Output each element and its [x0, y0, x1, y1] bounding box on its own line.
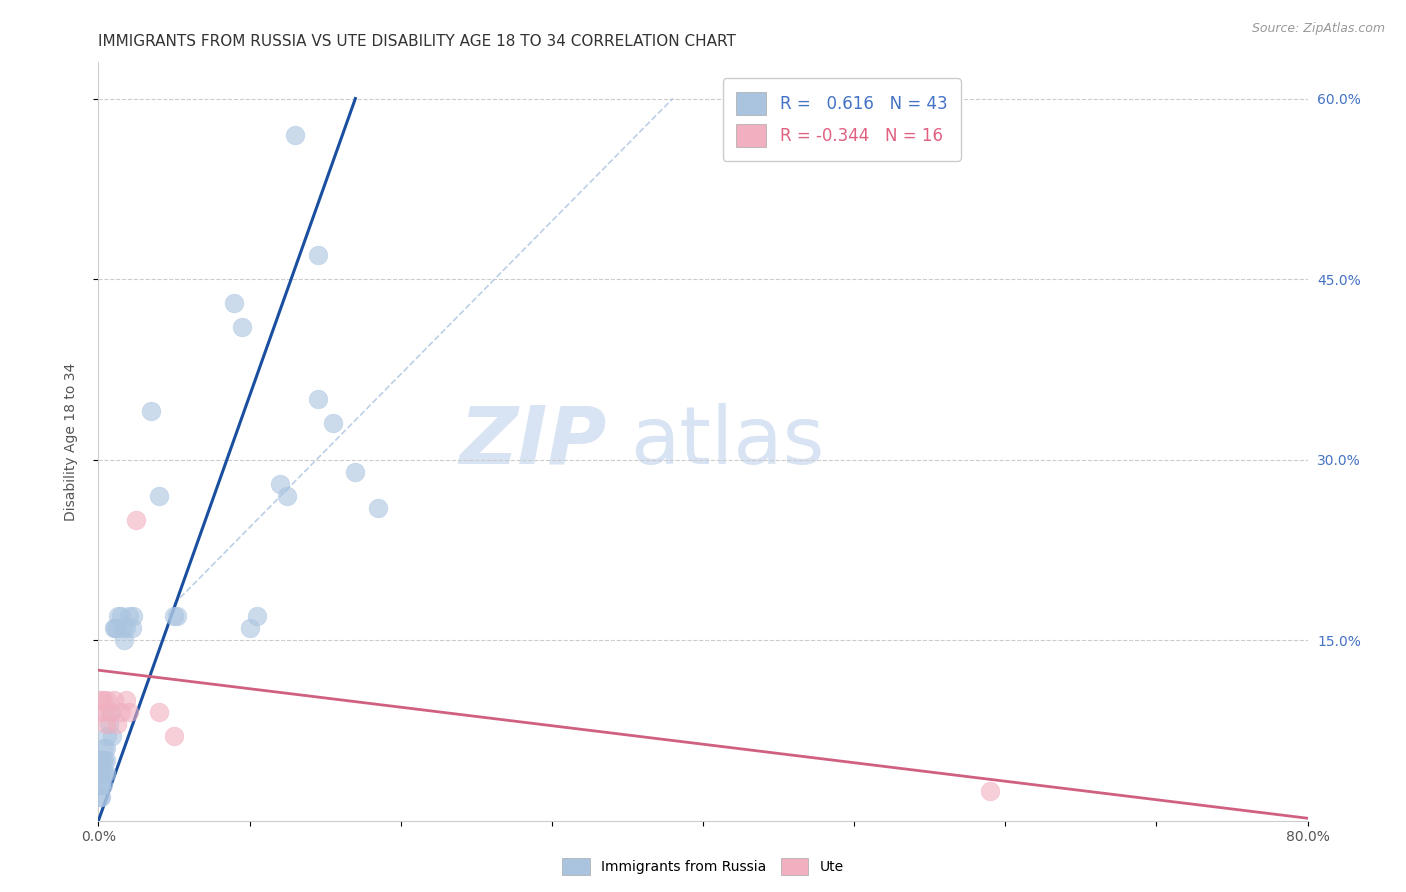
Point [112, 633, 135, 648]
Point [122, 609, 145, 624]
Point [94, 717, 117, 731]
Point [96, 730, 118, 744]
Point [307, 392, 329, 407]
Point [322, 417, 344, 431]
Point [93, 741, 115, 756]
Text: Source: ZipAtlas.com: Source: ZipAtlas.com [1251, 22, 1385, 36]
Point [100, 706, 122, 720]
Point [90, 693, 112, 707]
Point [148, 489, 170, 503]
Point [91, 778, 114, 792]
Point [148, 706, 170, 720]
Point [246, 609, 269, 624]
Point [94, 754, 117, 768]
Point [90, 754, 112, 768]
Legend: Immigrants from Russia, Ute: Immigrants from Russia, Ute [557, 853, 849, 880]
Point [344, 465, 367, 479]
Point [121, 621, 143, 635]
Text: IMMIGRANTS FROM RUSSIA VS UTE DISABILITY AGE 18 TO 34 CORRELATION CHART: IMMIGRANTS FROM RUSSIA VS UTE DISABILITY… [98, 34, 737, 49]
Point [90, 778, 112, 792]
Point [103, 693, 125, 707]
Point [107, 609, 129, 624]
Point [91, 765, 114, 780]
Point [125, 513, 148, 527]
Y-axis label: Disability Age 18 to 34: Disability Age 18 to 34 [63, 362, 77, 521]
Point [979, 783, 1001, 797]
Legend: R =   0.616   N = 43, R = -0.344   N = 16: R = 0.616 N = 43, R = -0.344 N = 16 [723, 78, 960, 161]
Point [90, 765, 112, 780]
Point [166, 609, 188, 624]
Point [89, 765, 111, 780]
Point [101, 730, 124, 744]
Point [367, 500, 389, 515]
Point [103, 621, 125, 635]
Point [163, 609, 186, 624]
Point [276, 489, 298, 503]
Point [105, 621, 128, 635]
Point [118, 609, 141, 624]
Point [307, 248, 329, 262]
Text: atlas: atlas [630, 402, 825, 481]
Point [96, 693, 118, 707]
Point [94, 741, 117, 756]
Point [224, 296, 246, 310]
Point [105, 717, 128, 731]
Point [93, 706, 115, 720]
Point [118, 706, 141, 720]
Point [110, 609, 132, 624]
Point [91, 754, 114, 768]
Point [93, 765, 115, 780]
Point [98, 717, 121, 731]
Point [90, 789, 112, 804]
Point [111, 621, 134, 635]
Point [91, 693, 114, 707]
Point [89, 778, 111, 792]
Point [239, 621, 262, 635]
Point [94, 765, 117, 780]
Text: ZIP: ZIP [458, 402, 606, 481]
Point [114, 621, 136, 635]
Point [141, 404, 163, 418]
Point [163, 730, 186, 744]
Point [114, 693, 136, 707]
Point [231, 320, 253, 334]
Point [90, 778, 112, 792]
Point [269, 476, 291, 491]
Point [104, 621, 127, 635]
Point [284, 128, 307, 142]
Point [93, 754, 115, 768]
Point [89, 754, 111, 768]
Point [100, 706, 122, 720]
Point [110, 706, 132, 720]
Point [89, 789, 111, 804]
Point [89, 706, 111, 720]
